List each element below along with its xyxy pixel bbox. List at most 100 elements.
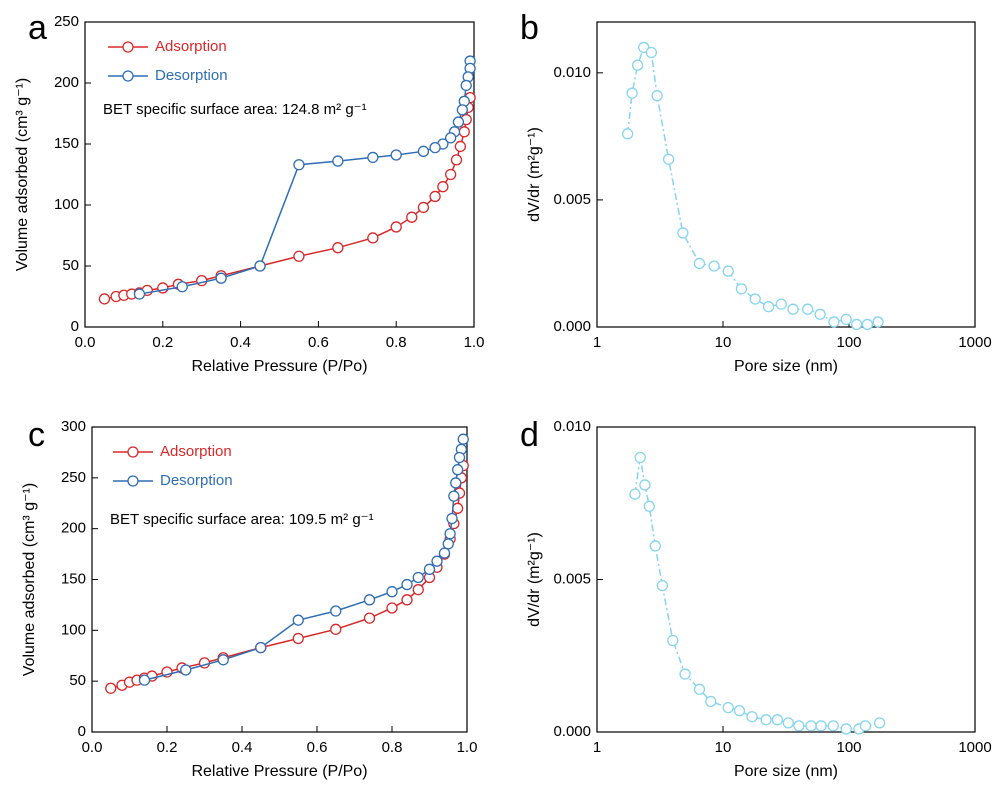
x-tick-label: 100 bbox=[836, 334, 861, 351]
marker bbox=[746, 711, 758, 723]
marker bbox=[827, 720, 839, 732]
marker bbox=[677, 227, 689, 239]
marker bbox=[444, 528, 456, 540]
marker bbox=[445, 132, 457, 144]
x-tick-label: 0.8 bbox=[386, 334, 407, 351]
annotation: BET specific surface area: 124.8 m² g⁻¹ bbox=[103, 101, 367, 118]
marker bbox=[417, 201, 430, 214]
y-tick-label: 150 bbox=[61, 570, 86, 587]
marker bbox=[429, 190, 441, 203]
panel-label: b bbox=[520, 9, 539, 47]
panel-label: d bbox=[520, 416, 539, 454]
y-tick-label: 0.000 bbox=[553, 723, 591, 740]
y-tick-label: 150 bbox=[54, 135, 79, 152]
x-tick-label: 1 bbox=[593, 334, 601, 351]
marker bbox=[332, 155, 344, 167]
y-tick-label: 100 bbox=[54, 196, 79, 213]
marker bbox=[457, 433, 469, 445]
marker bbox=[401, 578, 413, 591]
marker bbox=[215, 272, 227, 284]
marker bbox=[105, 682, 117, 694]
marker bbox=[708, 260, 720, 272]
marker bbox=[651, 90, 663, 102]
y-axis-label: dV/dr (m²g⁻¹) bbox=[526, 532, 543, 627]
marker bbox=[386, 602, 398, 614]
marker bbox=[643, 500, 655, 512]
marker bbox=[138, 674, 151, 686]
marker bbox=[749, 293, 761, 305]
x-axis-label: Relative Pressure (P/Po) bbox=[191, 763, 367, 780]
x-tick-label: 1000 bbox=[958, 334, 991, 351]
marker bbox=[705, 695, 717, 708]
marker bbox=[828, 316, 840, 328]
y-tick-label: 0 bbox=[78, 723, 86, 740]
marker bbox=[840, 313, 852, 326]
y-tick-label: 50 bbox=[69, 672, 86, 689]
y-tick-label: 0.000 bbox=[553, 318, 591, 335]
marker bbox=[775, 298, 787, 310]
legend-marker bbox=[122, 70, 134, 82]
marker bbox=[367, 232, 379, 244]
marker bbox=[638, 41, 650, 54]
y-tick-label: 200 bbox=[61, 520, 86, 537]
marker bbox=[390, 149, 402, 161]
y-tick-label: 0 bbox=[71, 318, 79, 335]
marker bbox=[733, 705, 746, 717]
marker bbox=[735, 283, 748, 295]
marker bbox=[840, 723, 852, 735]
marker bbox=[679, 668, 691, 680]
series-line bbox=[626, 46, 879, 326]
marker bbox=[656, 579, 668, 592]
marker bbox=[762, 301, 775, 313]
x-tick-label: 10 bbox=[715, 334, 732, 351]
legend-marker bbox=[122, 41, 134, 53]
marker bbox=[363, 612, 376, 624]
x-axis-label: Relative Pressure (P/Po) bbox=[191, 358, 367, 375]
marker bbox=[662, 153, 675, 165]
series-line bbox=[110, 465, 464, 690]
y-axis-label: Volume adsorbed (cm³ g⁻¹) bbox=[14, 78, 31, 271]
annotation: BET specific surface area: 109.5 m² g⁻¹ bbox=[110, 511, 374, 528]
x-tick-label: 1 bbox=[593, 739, 601, 756]
panel-label: c bbox=[28, 416, 45, 454]
plot-frame bbox=[596, 426, 976, 733]
marker bbox=[412, 571, 424, 584]
y-tick-label: 0.010 bbox=[553, 64, 591, 81]
x-axis-label: Pore size (nm) bbox=[734, 763, 838, 780]
marker bbox=[629, 488, 641, 500]
marker bbox=[386, 586, 398, 598]
marker bbox=[793, 720, 805, 732]
x-tick-label: 0.6 bbox=[308, 334, 329, 351]
marker bbox=[722, 265, 734, 277]
marker bbox=[98, 293, 111, 305]
plot-frame bbox=[91, 426, 468, 733]
series-line bbox=[139, 61, 471, 295]
marker bbox=[442, 538, 454, 550]
marker bbox=[645, 46, 658, 59]
marker bbox=[850, 318, 863, 331]
marker bbox=[423, 563, 436, 575]
y-axis-label: dV/dr (m²g⁻¹) bbox=[526, 127, 543, 222]
marker bbox=[401, 594, 413, 606]
marker bbox=[330, 605, 342, 617]
marker bbox=[451, 464, 464, 476]
series-line bbox=[634, 457, 880, 730]
series-line bbox=[104, 97, 471, 300]
marker bbox=[450, 154, 463, 166]
marker bbox=[367, 151, 379, 164]
y-axis-label: Volume adsorbed (cm³ g⁻¹) bbox=[21, 483, 38, 676]
x-tick-label: 100 bbox=[836, 739, 861, 756]
y-tick-label: 250 bbox=[54, 13, 79, 30]
marker bbox=[292, 632, 304, 645]
marker bbox=[873, 717, 886, 729]
marker bbox=[450, 477, 462, 489]
marker bbox=[631, 59, 644, 71]
x-tick-label: 0.4 bbox=[230, 334, 251, 351]
marker bbox=[176, 281, 188, 293]
marker bbox=[453, 451, 466, 464]
y-tick-label: 0.005 bbox=[553, 570, 591, 587]
marker bbox=[406, 211, 418, 223]
marker bbox=[390, 221, 402, 233]
marker bbox=[805, 720, 817, 732]
x-tick-label: 1000 bbox=[958, 739, 991, 756]
